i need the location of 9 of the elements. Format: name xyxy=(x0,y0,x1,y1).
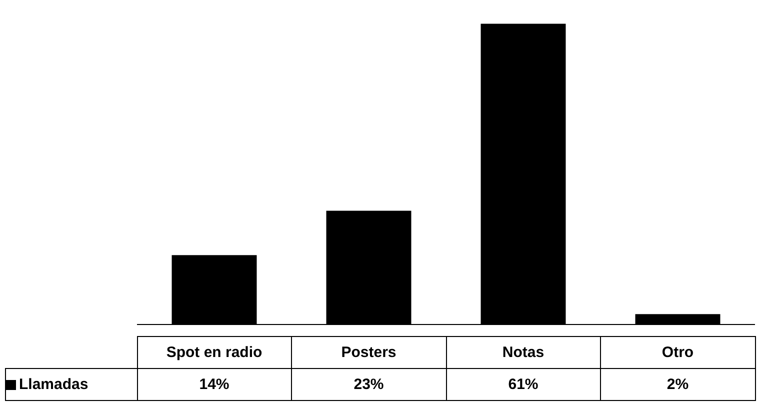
legend-label: Llamadas xyxy=(19,376,88,393)
data-label: 2% xyxy=(600,368,755,400)
data-label: 61% xyxy=(446,368,600,400)
x-tick-label: Spot en radio xyxy=(137,336,292,368)
data-label: 23% xyxy=(292,368,446,400)
x-tick-label: Notas xyxy=(446,336,600,368)
x-tick-label: Posters xyxy=(292,336,446,368)
data-label: 14% xyxy=(137,368,292,400)
x-tick-label: Otro xyxy=(600,336,755,368)
